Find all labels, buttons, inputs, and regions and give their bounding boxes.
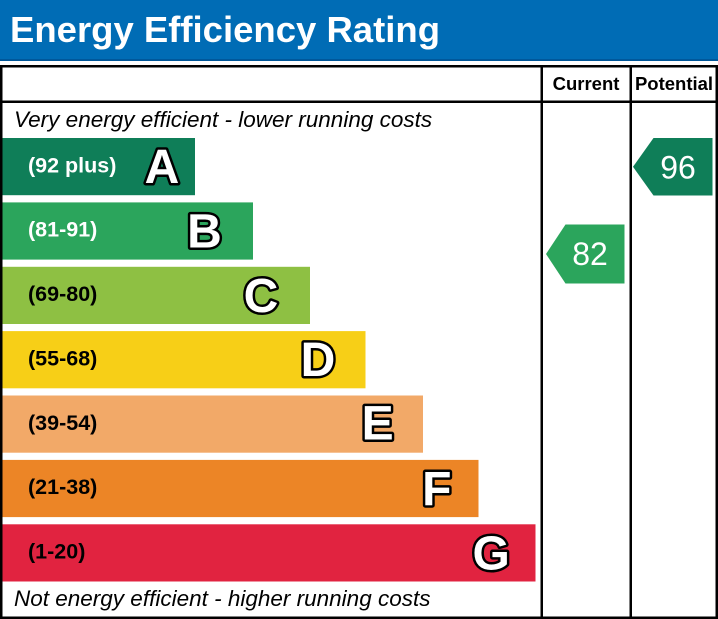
svg-text:(39-54): (39-54) <box>28 411 97 435</box>
svg-text:F: F <box>422 463 451 516</box>
svg-text:(81-91): (81-91) <box>28 218 97 242</box>
svg-text:Very energy efficient - lower: Very energy efficient - lower running co… <box>14 107 432 132</box>
svg-text:(92 plus): (92 plus) <box>28 153 116 177</box>
svg-text:C: C <box>244 270 279 323</box>
svg-text:96: 96 <box>660 150 696 186</box>
svg-text:Current: Current <box>553 73 620 94</box>
svg-text:Not energy efficient - higher: Not energy efficient - higher running co… <box>14 586 430 611</box>
svg-text:Potential: Potential <box>635 73 713 94</box>
svg-text:A: A <box>145 141 180 194</box>
svg-text:82: 82 <box>572 236 608 272</box>
svg-text:E: E <box>362 398 394 451</box>
svg-text:G: G <box>473 527 510 580</box>
svg-text:B: B <box>187 205 222 258</box>
svg-text:(21-38): (21-38) <box>28 475 97 499</box>
svg-text:Energy Efficiency Rating: Energy Efficiency Rating <box>10 9 440 50</box>
svg-text:(55-68): (55-68) <box>28 346 97 370</box>
svg-text:(1-20): (1-20) <box>28 540 85 564</box>
svg-text:D: D <box>301 334 336 387</box>
svg-text:(69-80): (69-80) <box>28 282 97 306</box>
